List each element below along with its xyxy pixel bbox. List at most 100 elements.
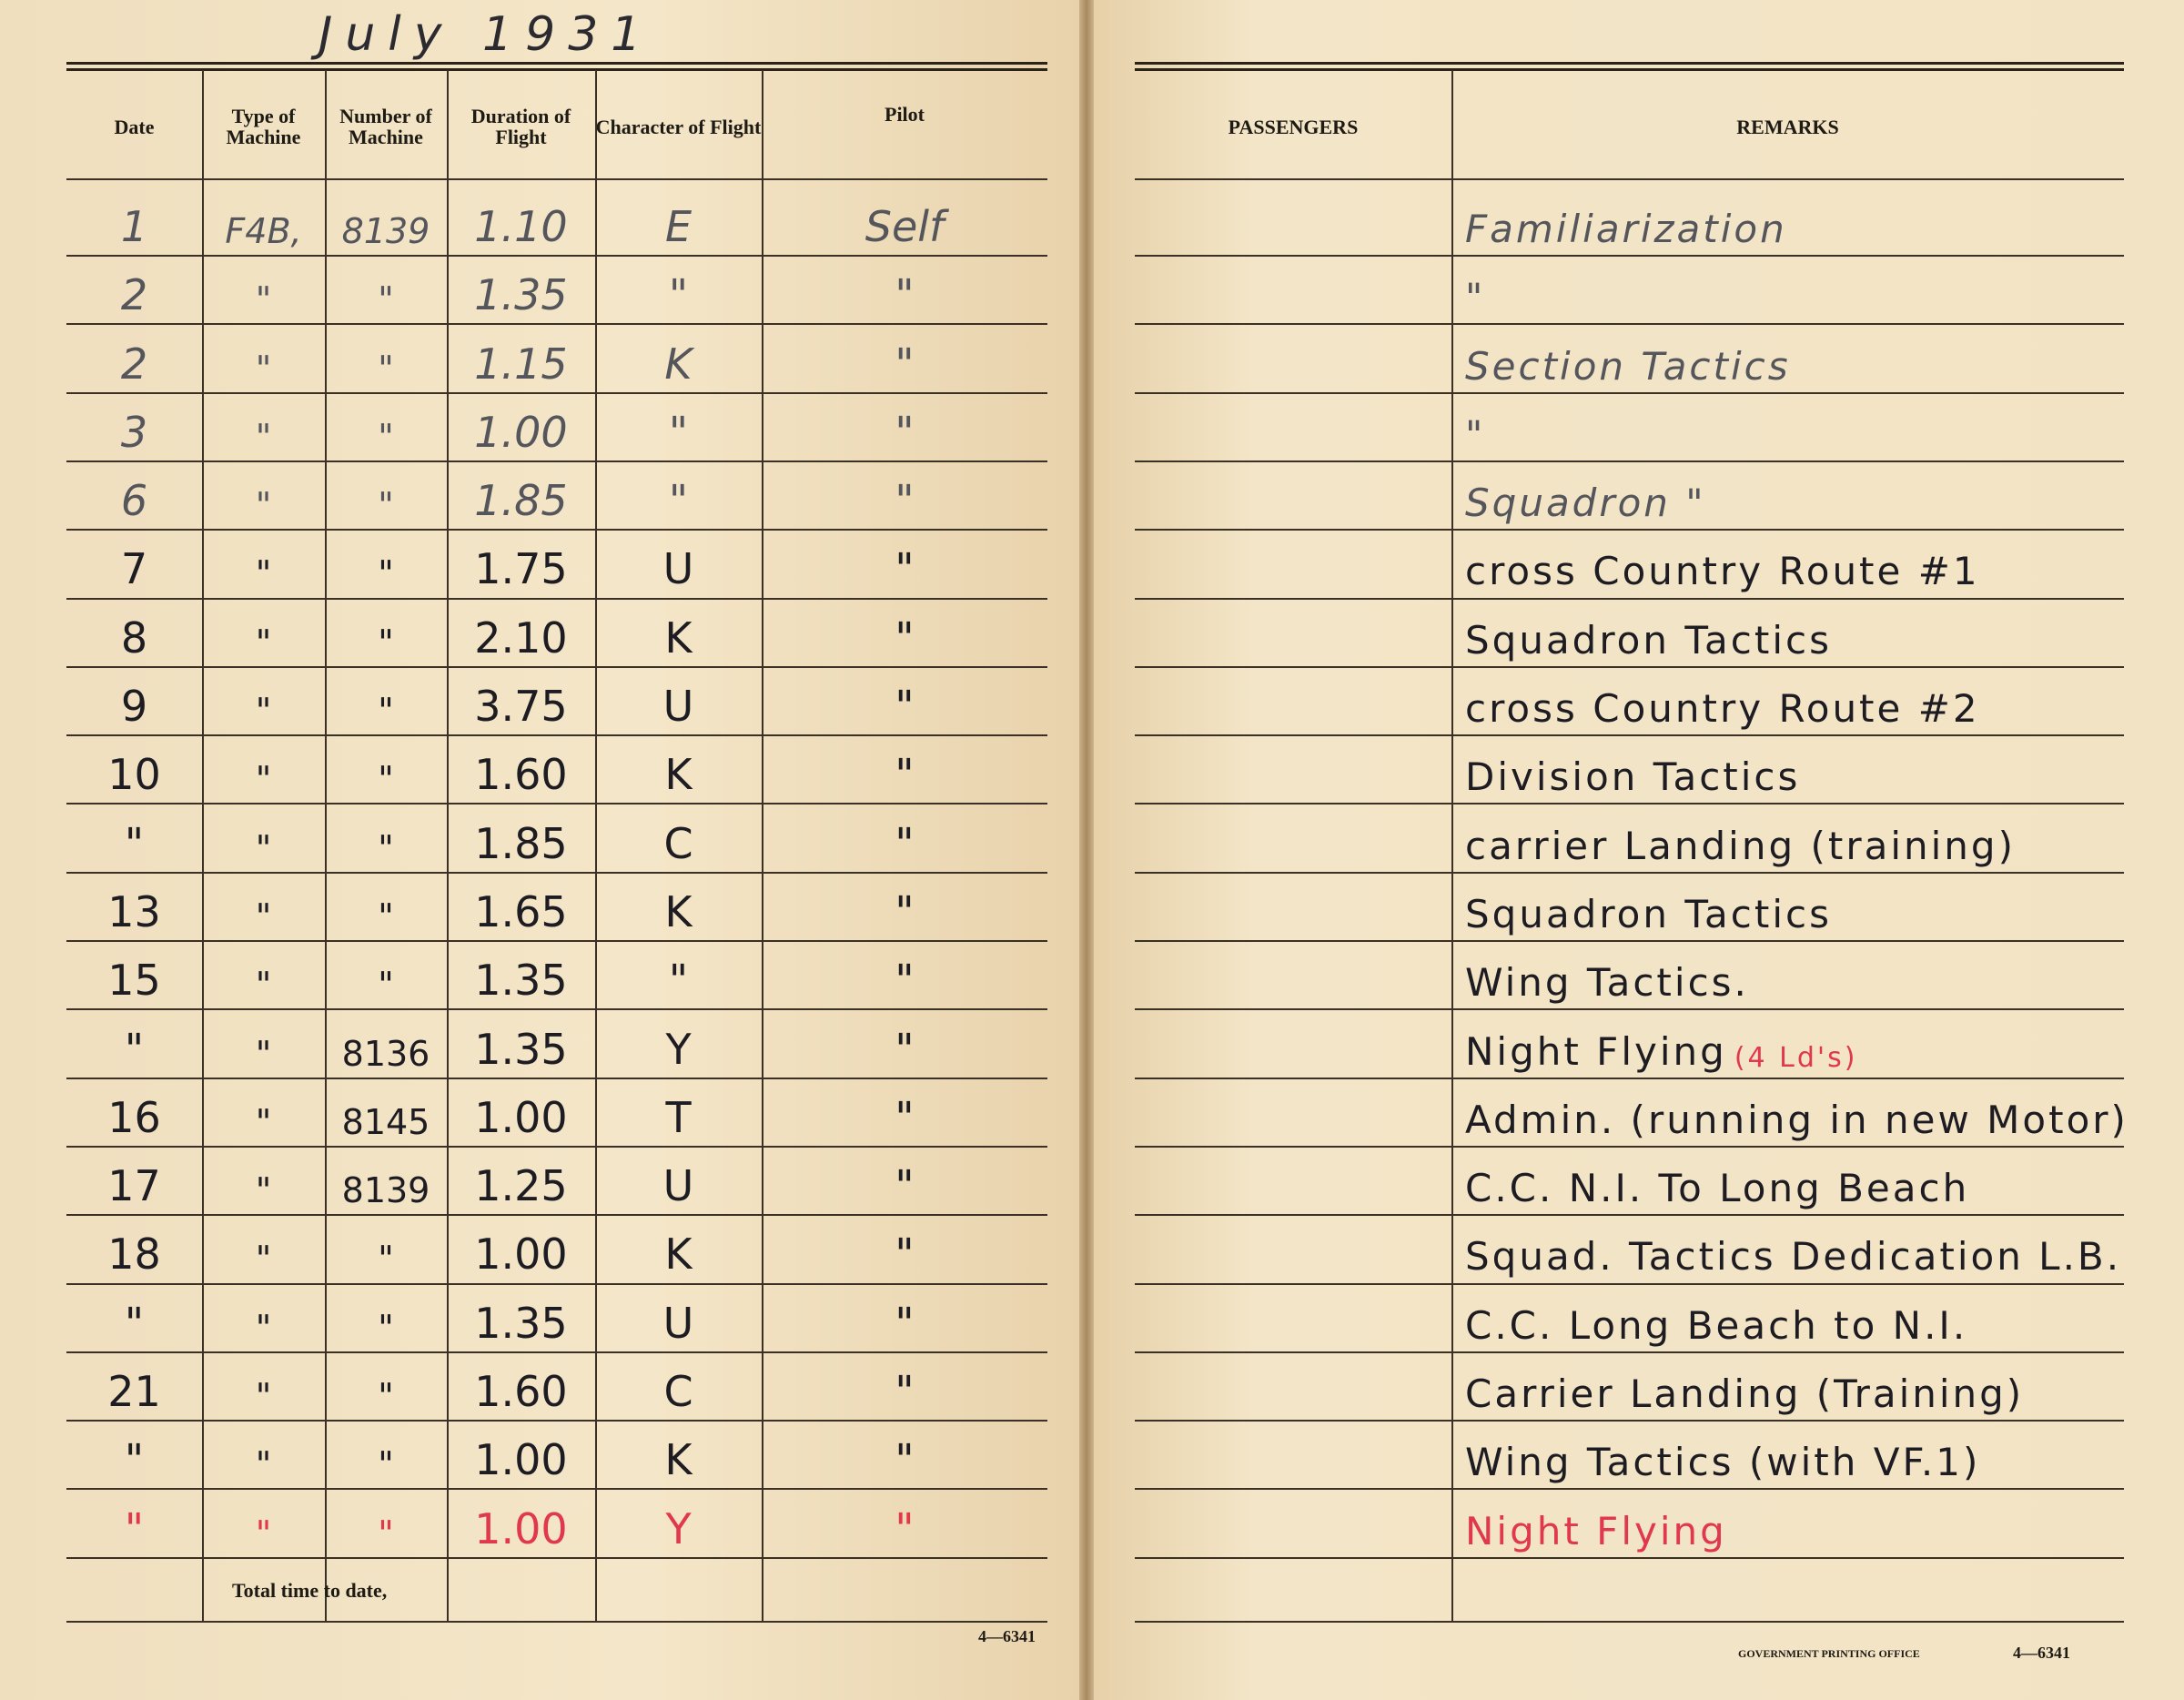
entry-pilot: " (895, 1024, 915, 1074)
entry-character: U (662, 1161, 694, 1211)
entry-number: 8145 (341, 1101, 430, 1142)
row-rule-left (66, 1420, 1047, 1422)
entry-remarks: " (1465, 392, 1485, 460)
entry-remarks: Admin. (running in new Motor) (1465, 1078, 2128, 1146)
column-rule (595, 70, 597, 1621)
entry-duration: 1.00 (474, 1092, 568, 1142)
row-rule-right (1135, 1282, 2124, 1285)
row-rule-left (66, 734, 1047, 737)
entry-number: " (378, 691, 394, 732)
remarks-text: Admin. (running in new Motor) (1465, 1097, 2128, 1142)
column-rule (202, 70, 204, 1621)
entry-pilot: " (895, 270, 915, 320)
row-rule-left (66, 1077, 1047, 1079)
row-rule-left (66, 665, 1047, 668)
entry-duration: 1.85 (474, 818, 568, 868)
entry-pilot: " (895, 339, 915, 389)
entry-duration: 1.10 (474, 202, 568, 251)
entry-pilot: " (895, 886, 915, 936)
entry-date: 16 (107, 1092, 161, 1142)
entry-remarks: Squad. Tactics Dedication L.B. (1465, 1214, 2121, 1282)
entry-duration: 1.35 (474, 956, 568, 1006)
entry-number: " (378, 485, 394, 526)
row-rule-right (1135, 1145, 2124, 1148)
entry-pilot: " (895, 1229, 915, 1280)
remarks-text: Night Flying (1465, 1028, 1727, 1074)
entry-duration: 1.60 (474, 1367, 568, 1417)
entry-pilot: " (895, 818, 915, 868)
form-number-right: 4—6341 (2013, 1644, 2070, 1662)
entry-remarks: Squadron Tactics (1465, 598, 1832, 666)
entry-character: " (668, 476, 689, 526)
entry-character: Y (665, 1024, 692, 1074)
row-rule-left (66, 255, 1047, 257)
right-page (1088, 0, 2184, 1700)
row-rule-right (1135, 323, 2124, 326)
entry-pilot: " (895, 750, 915, 800)
row-rule-right (1135, 178, 2124, 180)
entry-type: " (255, 1376, 272, 1417)
entry-number: " (378, 279, 394, 320)
entry-date: " (124, 1298, 145, 1348)
header-passengers: PASSENGERS (1228, 115, 1359, 138)
row-rule-right (1135, 1420, 2124, 1422)
entry-character: E (664, 202, 693, 251)
entry-remarks: Squadron " (1465, 460, 1706, 529)
row-rule-right (1135, 597, 2124, 600)
entry-duration: 1.35 (474, 1024, 568, 1074)
row-rule-right (1135, 734, 2124, 737)
entry-pilot: " (895, 956, 915, 1006)
entry-date: " (124, 1435, 145, 1485)
entry-character: K (664, 1435, 693, 1485)
entry-number: " (378, 759, 394, 800)
entry-remarks: cross Country Route #1 (1465, 529, 1980, 597)
row-rule-left (66, 1556, 1047, 1559)
entry-date: 1 (120, 202, 148, 251)
entry-type: " (255, 827, 272, 868)
row-rule-right (1135, 1077, 2124, 1079)
entry-date: 2 (120, 339, 148, 389)
row-rule-left (66, 460, 1047, 462)
entry-type: " (255, 485, 272, 526)
remarks-text: " (1465, 275, 1486, 320)
entry-duration: 1.00 (474, 1229, 568, 1280)
entry-pilot: " (895, 682, 915, 732)
total-time-label: Total time to date, (232, 1579, 388, 1602)
row-rule-left (66, 1620, 1047, 1623)
row-rule-right (1135, 1008, 2124, 1011)
entry-remarks: Carrier Landing (Training) (1465, 1351, 2024, 1420)
remarks-text: " (1465, 411, 1486, 457)
entry-number: " (378, 1239, 394, 1280)
entry-date: 9 (120, 682, 148, 732)
entry-character: T (665, 1092, 692, 1142)
entry-number: " (378, 896, 394, 936)
header-date: Date (114, 115, 155, 138)
entry-date: 6 (120, 476, 148, 526)
entry-duration: 1.85 (474, 476, 568, 526)
entry-remarks: Squadron Tactics (1465, 872, 1832, 940)
entry-number: 8139 (341, 211, 430, 251)
entry-pilot: " (895, 476, 915, 526)
entry-remarks: Section Tactics (1465, 323, 1791, 391)
entry-number: " (378, 965, 394, 1006)
row-rule-left (66, 1214, 1047, 1217)
column-rule (325, 70, 327, 1621)
row-rule-left (66, 1351, 1047, 1353)
entry-remarks: Night Flying (4 Ld's) (1465, 1008, 1858, 1077)
entry-character: U (662, 544, 694, 594)
entry-pilot: Self (864, 202, 945, 251)
remarks-text: Section Tactics (1465, 343, 1791, 389)
row-rule-right (1135, 665, 2124, 668)
entry-character: K (664, 339, 693, 389)
entry-character: K (664, 1229, 693, 1280)
entry-duration: 1.35 (474, 270, 568, 320)
entry-remarks: cross Country Route #2 (1465, 666, 1980, 734)
column-rule (447, 70, 449, 1621)
remarks-text: carrier Landing (training) (1465, 823, 2016, 868)
entry-type: " (255, 416, 272, 457)
entry-duration: 1.25 (474, 1161, 568, 1211)
row-rule-right (1135, 1556, 2124, 1559)
entry-remarks: Night Flying (1465, 1488, 1727, 1556)
entry-duration: 1.35 (474, 1298, 568, 1348)
entry-character: C (663, 1367, 693, 1417)
